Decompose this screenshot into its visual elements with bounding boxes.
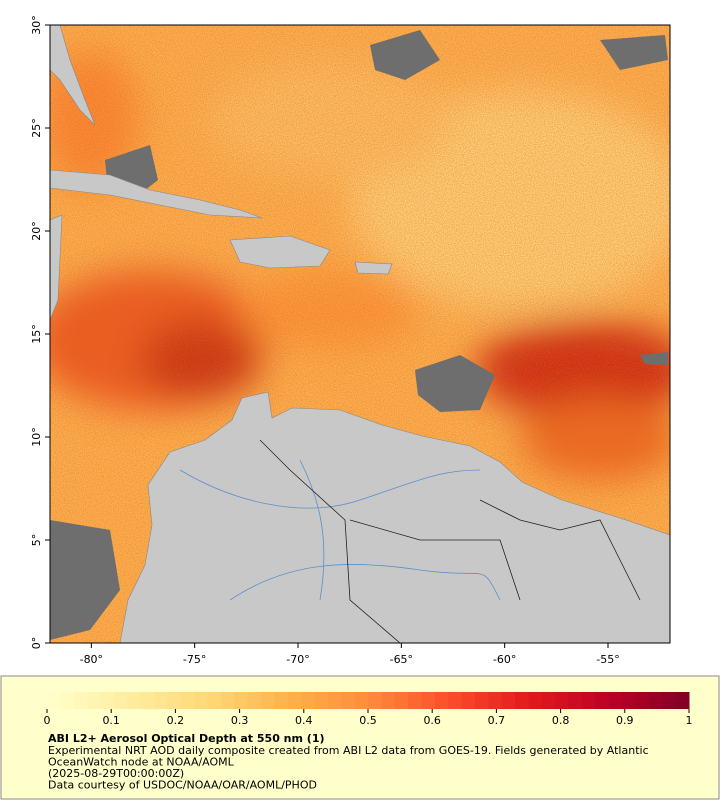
colorbar-swatch [274,692,289,709]
colorbar-swatch [154,692,168,709]
colorbar-swatch [461,692,476,709]
colorbar-swatch [207,692,222,709]
colorbar-swatch [100,692,115,709]
colorbar-tick-label: 0.1 [102,714,120,727]
colorbar-swatch [127,692,142,709]
colorbar-swatch [635,692,650,709]
colorbar-tick-label: 0.4 [295,714,313,727]
caption-line: Experimental NRT AOD daily composite cre… [48,744,649,757]
colorbar-swatch [140,692,155,709]
colorbar-swatch [60,692,75,709]
colorbar-swatch [555,692,570,709]
colorbar-swatch [582,692,596,709]
colorbar-swatch [475,692,489,709]
x-tick-label: -70° [286,653,309,666]
caption-line: Data courtesy of USDOC/NOAA/OAR/AOML/PHO… [48,779,317,792]
y-tick-label: 0° [30,637,43,650]
y-tick-label: 30° [30,15,43,35]
colorbar-tick-label: 0.2 [167,714,185,727]
colorbar-swatch [167,692,182,709]
land [50,25,670,643]
colorbar-swatch [247,692,262,709]
colorbar-tick-label: 0.6 [423,714,441,727]
map-area [50,25,670,643]
y-tick-label: 25° [30,118,43,138]
borders [259,439,641,643]
rivers [179,459,501,601]
colorbar-swatch [675,692,690,709]
colorbar-swatch [220,692,235,709]
colorbar-swatch [501,692,516,709]
colorbar-swatch [568,692,583,709]
colorbar-swatch [87,692,101,709]
colorbar-swatch [301,692,315,709]
colorbar-swatch [488,692,503,709]
colorbar-swatch [408,692,422,709]
colorbar-tick-label: 0.3 [231,714,249,727]
colorbar-tick-label: 0 [44,714,51,727]
colorbar-swatch [341,692,356,709]
colorbar-tick-label: 0.7 [488,714,506,727]
colorbar-swatch [327,692,342,709]
colorbar-swatch [381,692,396,709]
colorbar-swatch [448,692,463,709]
y-tick-label: 15° [30,324,43,344]
colorbar-swatch [662,692,677,709]
colorbar-swatch [528,692,543,709]
legend-title: ABI L2+ Aerosol Optical Depth at 550 nm … [48,732,325,745]
x-tick-label: -75° [183,653,206,666]
y-tick-label: 10° [30,427,43,447]
colorbar-tick-label: 0.5 [359,714,377,727]
colorbar-swatch [622,692,636,709]
colorbar-swatch [608,692,623,709]
colorbar-swatch [314,692,329,709]
colorbar-swatch [394,692,409,709]
colorbar-swatch [261,692,275,709]
x-tick-label: -80° [80,653,103,666]
y-tick-label: 5° [30,534,43,547]
caption-line: OceanWatch node at NOAA/AOML [48,756,235,769]
colorbar-swatch [595,692,610,709]
colorbar-swatch [434,692,449,709]
colorbar-swatch [73,692,88,709]
colorbar-swatch [287,692,302,709]
colorbar-swatch [180,692,195,709]
colorbar-swatch [113,692,128,709]
clouds [50,30,668,640]
colorbar-tick-label: 0.9 [616,714,634,727]
x-tick-label: -55° [596,653,619,666]
x-tick-label: -65° [390,653,413,666]
colorbar-swatch [354,692,369,709]
caption-line: (2025-08-29T00:00:00Z) [48,767,184,780]
colorbar-swatch [194,692,208,709]
colorbar-swatch [421,692,436,709]
y-tick-label: 20° [30,221,43,241]
colorbar-swatch [541,692,556,709]
colorbar-swatch [515,692,529,709]
colorbar-tick-label: 0.8 [552,714,570,727]
colorbar-swatch [234,692,249,709]
x-tick-label: -60° [493,653,516,666]
colorbar-swatch [368,692,382,709]
colorbar-swatch [47,692,61,709]
colorbar-tick-label: 1 [686,714,693,727]
colorbar-swatch [648,692,663,709]
